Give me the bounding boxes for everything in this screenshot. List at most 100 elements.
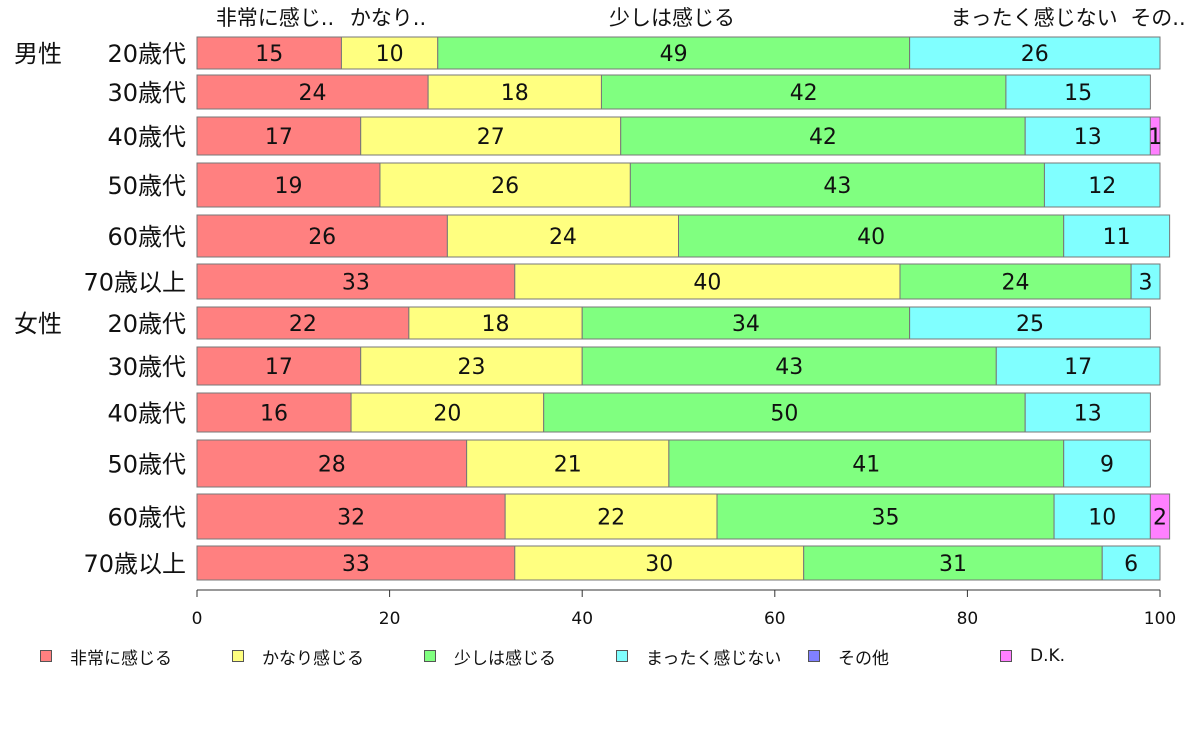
- data-label: 33: [342, 271, 370, 296]
- data-label: 16: [260, 402, 288, 427]
- bar-segment: [1053, 493, 1151, 540]
- data-label: 17: [1064, 355, 1092, 380]
- top-label: その..: [1130, 6, 1185, 30]
- legend-item: 非常に感じる: [40, 645, 172, 669]
- legend-label: まったく感じない: [646, 648, 782, 669]
- bar-segment: [1063, 214, 1171, 258]
- y-axis-labels: 20歳代 30歳代 40歳代 50歳代 60歳代 70歳以上 20歳代 30歳代 40歳代 50歳…: [14, 40, 186, 578]
- legend-item: 少しは感じる: [424, 645, 556, 669]
- data-label: 22: [289, 312, 317, 337]
- bar-segment: [1063, 439, 1151, 488]
- bar-segment: [668, 439, 1065, 488]
- bar-segment: [909, 36, 1161, 70]
- data-label: 2: [1153, 506, 1167, 531]
- bar-segment: [504, 493, 718, 540]
- legend-item: かなり感じる: [232, 645, 364, 669]
- top-label: まったく感じない: [950, 6, 1117, 30]
- legend-label: 少しは感じる: [454, 648, 556, 669]
- top-label: 非常に感じ..: [216, 6, 334, 30]
- legend-swatch: [40, 650, 52, 662]
- bar-segment: [1149, 493, 1171, 540]
- y-tick-label: 60歳代: [107, 223, 186, 251]
- data-label: 10: [1088, 506, 1116, 531]
- group-label: 女性: [14, 310, 62, 338]
- y-tick-label: 50歳代: [107, 451, 186, 479]
- bar-segment: [1130, 263, 1161, 300]
- data-label: 32: [337, 506, 365, 531]
- y-tick-label: 50歳代: [107, 172, 186, 200]
- bar-segment: [196, 162, 381, 208]
- bar-segment: [581, 306, 911, 340]
- x-tick-label: 20: [379, 609, 401, 629]
- bar-segment: [437, 36, 911, 70]
- x-tick-label: 60: [764, 609, 786, 629]
- bar-segment: [1024, 392, 1151, 433]
- top-label: かなり..: [350, 6, 426, 30]
- legend-swatch: [232, 650, 244, 662]
- bar-segment: [350, 392, 545, 433]
- bar-segment: [196, 116, 362, 156]
- data-label: 42: [790, 81, 818, 106]
- bar-segment: [196, 74, 429, 110]
- bar-segment: [629, 162, 1045, 208]
- top-label: 少しは感じる: [609, 6, 735, 30]
- x-axis: 0 20 40 60 80 100: [192, 589, 1176, 629]
- data-label: 9: [1100, 453, 1114, 478]
- data-label: 22: [597, 506, 625, 531]
- top-labels: 非常に感じ.. かなり.. 少しは感じる まったく感じない その..: [216, 6, 1186, 30]
- bar-segment: [716, 493, 1055, 540]
- bar-segment: [196, 545, 516, 581]
- data-label: 17: [265, 355, 293, 380]
- bar-segment: [196, 36, 342, 70]
- bar-segment: [196, 493, 506, 540]
- data-label: 43: [775, 355, 803, 380]
- bar-segment: [466, 439, 670, 488]
- y-tick-label: 40歳代: [107, 123, 186, 151]
- y-tick-label: 40歳代: [107, 400, 186, 428]
- bar-segment: [803, 545, 1103, 581]
- legend-swatch: [1000, 650, 1012, 662]
- y-tick-label: 30歳代: [107, 353, 186, 381]
- bar-segment: [427, 74, 602, 110]
- y-tick-label: 70歳以上: [83, 550, 186, 578]
- data-label: 17: [265, 125, 293, 150]
- data-label: 50: [770, 402, 798, 427]
- data-label: 27: [477, 125, 505, 150]
- data-label: 18: [501, 81, 529, 106]
- legend-swatch: [808, 650, 820, 662]
- data-label: 24: [1002, 271, 1030, 296]
- bar-segment: [1101, 545, 1161, 581]
- data-label: 23: [457, 355, 485, 380]
- legend-swatch: [616, 650, 628, 662]
- data-label: 34: [732, 312, 760, 337]
- data-label: 26: [491, 174, 519, 199]
- bar-segment: [360, 346, 583, 386]
- data-label: 1: [1148, 125, 1162, 150]
- data-label: 12: [1088, 174, 1116, 199]
- x-tick-label: 80: [957, 609, 979, 629]
- data-label: 49: [660, 42, 688, 67]
- group-label: 男性: [14, 40, 62, 68]
- legend-label: かなり感じる: [262, 648, 364, 669]
- data-label: 25: [1016, 312, 1044, 337]
- bar-segment: [360, 116, 622, 156]
- legend-label: 非常に感じる: [70, 648, 172, 669]
- data-label: 31: [939, 552, 967, 577]
- bar-segment: [581, 346, 997, 386]
- x-tick-label: 100: [1144, 609, 1176, 629]
- data-label: 41: [852, 453, 880, 478]
- bar-segment: [446, 214, 679, 258]
- legend-swatch: [424, 650, 436, 662]
- y-tick-label: 30歳代: [107, 79, 186, 107]
- data-label: 13: [1074, 402, 1102, 427]
- bar-segment: [514, 263, 901, 300]
- data-label: 3: [1139, 271, 1153, 296]
- x-tick-label: 40: [571, 609, 593, 629]
- data-label: 15: [255, 42, 283, 67]
- data-label: 35: [872, 506, 900, 531]
- bar-segment: [600, 74, 1007, 110]
- data-label: 10: [376, 42, 404, 67]
- y-tick-label: 20歳代: [107, 40, 186, 68]
- data-label: 11: [1103, 225, 1131, 250]
